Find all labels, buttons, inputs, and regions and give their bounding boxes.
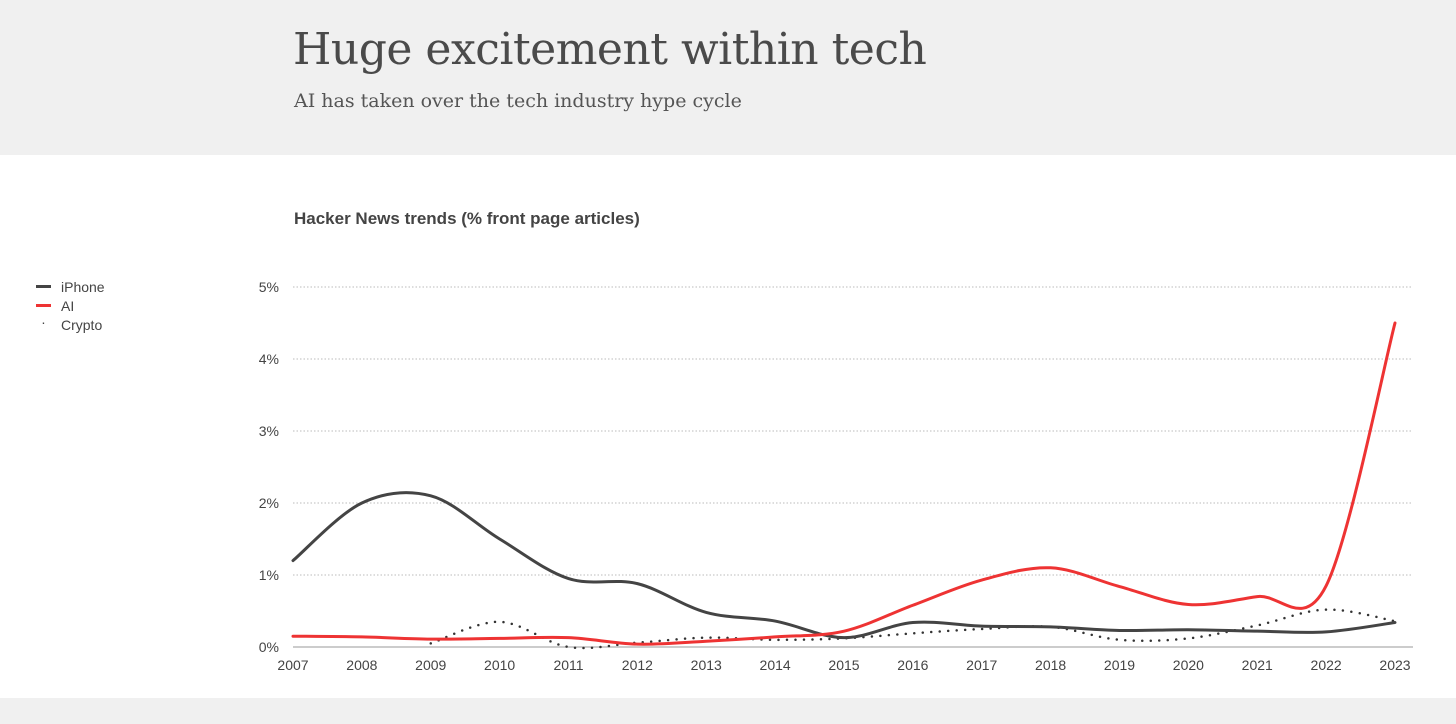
- legend-swatch: [36, 304, 51, 307]
- y-tick-label: 4%: [259, 351, 279, 367]
- x-tick-label: 2007: [277, 657, 308, 673]
- x-tick-label: 2012: [622, 657, 653, 673]
- legend-item-crypto: · Crypto: [41, 313, 103, 333]
- series-line-crypto: [429, 608, 1397, 650]
- y-tick-label: 3%: [259, 423, 279, 439]
- y-tick-label: 2%: [259, 495, 279, 511]
- legend-item-iphone: iPhone: [36, 277, 105, 296]
- legend: iPhone AI · Crypto: [36, 277, 105, 334]
- legend-label: iPhone: [61, 278, 105, 295]
- x-tick-label: 2009: [415, 657, 446, 673]
- x-tick-label: 2013: [691, 657, 722, 673]
- series-line-ai: [291, 321, 1397, 646]
- x-tick-label: 2017: [966, 657, 997, 673]
- chart-title: Hacker News trends (% front page article…: [294, 209, 640, 228]
- x-tick-label: 2016: [897, 657, 928, 673]
- x-tick-label: 2015: [828, 657, 859, 673]
- x-tick-label: 2021: [1242, 657, 1273, 673]
- legend-swatch: [36, 285, 51, 288]
- x-tick-label: 2010: [484, 657, 515, 673]
- header: Huge excitement within tech AI has taken…: [0, 0, 1456, 155]
- y-tick-label: 5%: [259, 279, 279, 295]
- page-title: Huge excitement within tech: [293, 24, 927, 75]
- footer: [0, 698, 1456, 724]
- x-tick-label: 2019: [1104, 657, 1135, 673]
- y-tick-label: 1%: [259, 567, 279, 583]
- series-line-iphone: [291, 491, 1397, 640]
- y-tick-label: 0%: [259, 639, 279, 655]
- x-tick-label: 2023: [1379, 657, 1410, 673]
- x-tick-label: 2008: [346, 657, 377, 673]
- page-subtitle: AI has taken over the tech industry hype…: [294, 90, 742, 112]
- x-tick-label: 2014: [760, 657, 791, 673]
- x-tick-label: 2018: [1035, 657, 1066, 673]
- x-tick-label: 2022: [1311, 657, 1342, 673]
- legend-label: Crypto: [61, 316, 103, 333]
- x-tick-label: 2020: [1173, 657, 1204, 673]
- x-tick-label: 2011: [553, 657, 583, 673]
- legend-label: AI: [61, 297, 75, 314]
- legend-item-ai: AI: [36, 296, 105, 315]
